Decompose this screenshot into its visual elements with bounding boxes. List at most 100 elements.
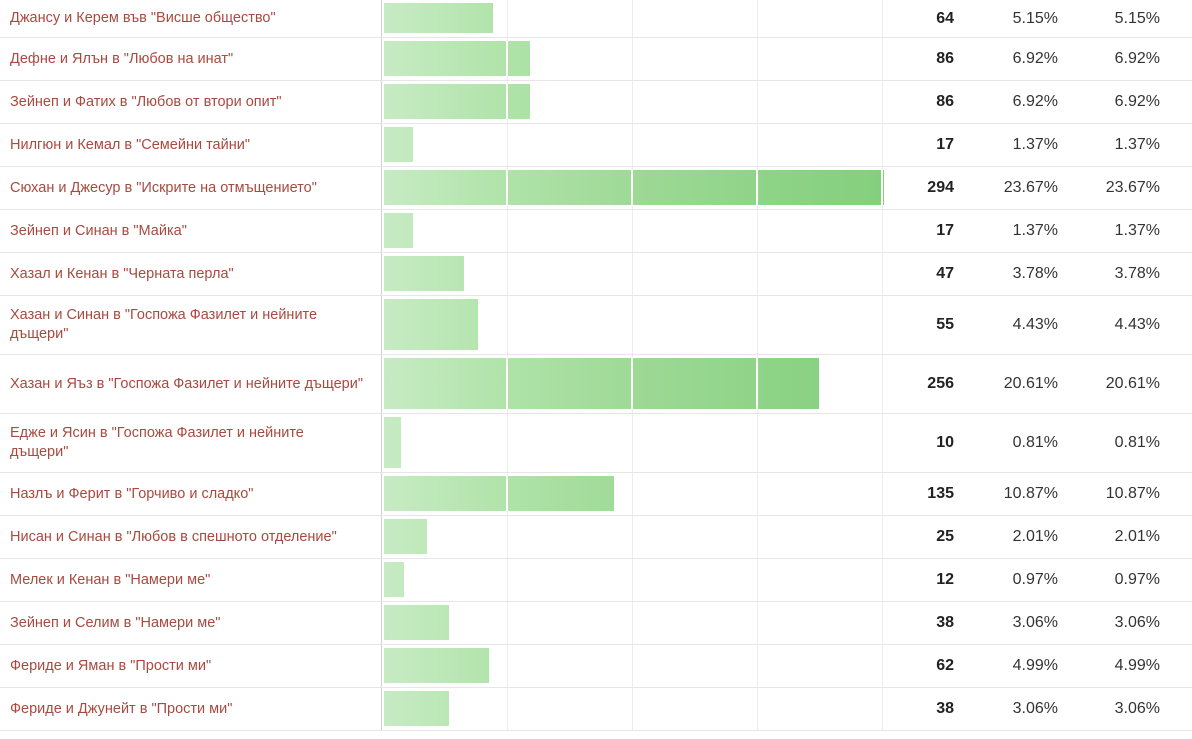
vote-percent: 3.06%	[1012, 700, 1058, 717]
gridline	[757, 559, 758, 601]
vote-count: 256	[927, 375, 954, 392]
vote-count: 86	[936, 93, 954, 110]
vote-count: 294	[927, 179, 954, 196]
gridline	[632, 473, 633, 515]
vote-count: 64	[936, 9, 954, 27]
vote-percent: 2.01%	[1012, 528, 1058, 545]
gridline	[757, 253, 758, 295]
gridline	[757, 473, 758, 515]
table-row: Сюхан и Джесур в "Искрите на отмъщението…	[0, 167, 1192, 210]
gridline	[882, 296, 883, 354]
vote-bar	[384, 170, 884, 205]
vote-percent-secondary: 3.06%	[1114, 700, 1160, 717]
vote-percent: 3.06%	[1012, 614, 1058, 631]
row-label: Дефне и Ялън в "Любов на инат"	[10, 50, 234, 67]
vote-percent: 4.43%	[1012, 316, 1058, 333]
gridline	[507, 414, 508, 472]
gridline	[632, 414, 633, 472]
gridline	[632, 253, 633, 295]
vote-count: 38	[936, 700, 954, 717]
gridline	[882, 473, 883, 515]
row-label: Джансу и Керем във "Висше общество"	[10, 10, 276, 26]
bar-cell	[381, 81, 884, 123]
row-label: Хазал и Кенан в "Черната перла"	[10, 265, 234, 282]
vote-count: 25	[936, 528, 954, 545]
table-row: Хазал и Кенан в "Черната перла" 47 3.78% 3.…	[0, 253, 1192, 296]
vote-percent-secondary: 10.87%	[1105, 485, 1160, 502]
gridline	[882, 645, 883, 687]
vote-bar	[384, 605, 449, 640]
gridline	[632, 38, 633, 80]
table-row: Фериде и Джунейт в "Прости ми" 38 3.06% 3.0…	[0, 688, 1192, 731]
vote-count: 86	[936, 50, 954, 67]
bar-segment-divider	[631, 170, 633, 205]
gridline	[757, 210, 758, 252]
vote-count: 55	[936, 316, 954, 333]
vote-percent-secondary: 2.01%	[1114, 528, 1160, 545]
gridline	[507, 124, 508, 166]
vote-percent-secondary: 4.43%	[1114, 316, 1160, 333]
bar-cell	[381, 516, 884, 558]
bar-segment-divider	[756, 358, 758, 409]
table-row: Назлъ и Ферит в "Горчиво и сладко" 135 10.…	[0, 473, 1192, 516]
row-label: Фериде и Яман в "Прости ми"	[10, 657, 212, 674]
vote-count: 62	[936, 657, 954, 674]
table-row: Едже и Ясин в "Госпожа Фазилет и нейните…	[0, 414, 1192, 473]
row-label: Хазан и Синан в "Госпожа Фазилет и нейни…	[10, 307, 318, 342]
vote-count: 12	[936, 571, 954, 588]
gridline	[757, 81, 758, 123]
vote-bar	[384, 648, 489, 683]
table-row: Дефне и Ялън в "Любов на инат" 86 6.92% 6.9…	[0, 38, 1192, 81]
table-row: Фериде и Яман в "Прости ми" 62 4.99% 4.99%	[0, 645, 1192, 688]
row-label: Зейнеп и Фатих в "Любов от втори опит"	[10, 93, 282, 110]
vote-bar	[384, 476, 614, 511]
vote-percent: 23.67%	[1003, 179, 1058, 196]
vote-percent: 4.99%	[1012, 657, 1058, 674]
gridline	[882, 210, 883, 252]
gridline	[882, 38, 883, 80]
gridline	[882, 81, 883, 123]
row-label: Зейнеп и Селим в "Намери ме"	[10, 614, 221, 631]
bar-cell	[381, 296, 884, 354]
table-row: Джансу и Керем във "Висше общество" 64 5.1…	[0, 0, 1192, 38]
vote-bar	[384, 127, 413, 162]
vote-bar	[384, 41, 530, 76]
gridline	[757, 645, 758, 687]
gridline	[757, 602, 758, 644]
vote-percent-secondary: 0.97%	[1114, 571, 1160, 588]
gridline	[632, 124, 633, 166]
vote-percent: 6.92%	[1012, 93, 1058, 110]
gridline	[507, 688, 508, 730]
gridline	[507, 559, 508, 601]
bar-segment-divider	[506, 170, 508, 205]
vote-percent: 0.81%	[1012, 434, 1058, 451]
gridline	[882, 124, 883, 166]
vote-bar	[384, 417, 401, 468]
gridline	[757, 296, 758, 354]
gridline	[632, 559, 633, 601]
gridline	[882, 0, 883, 37]
row-label: Зейнеп и Синан в "Майка"	[10, 222, 187, 239]
vote-bar	[384, 519, 427, 554]
gridline	[757, 124, 758, 166]
gridline	[632, 0, 633, 37]
vote-percent: 6.92%	[1012, 50, 1058, 67]
gridline	[507, 0, 508, 37]
vote-count: 38	[936, 614, 954, 631]
vote-percent: 0.97%	[1012, 571, 1058, 588]
gridline	[882, 559, 883, 601]
vote-bar	[384, 358, 819, 409]
table-row: Зейнеп и Селим в "Намери ме" 38 3.06% 3.06%	[0, 602, 1192, 645]
row-label: Мелек и Кенан в "Намери ме"	[10, 571, 211, 588]
gridline	[632, 296, 633, 354]
vote-percent-secondary: 6.92%	[1114, 93, 1160, 110]
vote-bar	[384, 84, 530, 119]
row-label: Фериде и Джунейт в "Прости ми"	[10, 700, 233, 717]
row-label: Нисан и Синан в "Любов в спешното отделе…	[10, 528, 337, 545]
gridline	[632, 688, 633, 730]
gridline	[507, 253, 508, 295]
table-row: Нисан и Синан в "Любов в спешното отделе…	[0, 516, 1192, 559]
bar-segment-divider	[756, 170, 758, 205]
vote-percent-secondary: 1.37%	[1114, 222, 1160, 239]
